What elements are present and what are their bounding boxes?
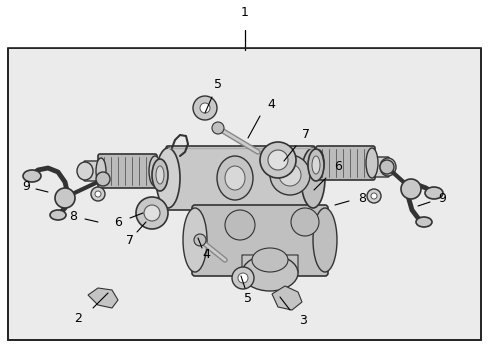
- Bar: [480, 0, 488, 360]
- Ellipse shape: [307, 149, 324, 181]
- Ellipse shape: [370, 193, 376, 199]
- Text: 3: 3: [299, 314, 306, 327]
- Ellipse shape: [224, 166, 244, 190]
- Text: 5: 5: [214, 78, 222, 91]
- Ellipse shape: [269, 155, 309, 195]
- Bar: [8, 48, 480, 340]
- Ellipse shape: [156, 166, 163, 184]
- Ellipse shape: [366, 189, 380, 203]
- Ellipse shape: [415, 217, 431, 227]
- Ellipse shape: [136, 197, 168, 229]
- Text: 5: 5: [244, 292, 251, 305]
- FancyBboxPatch shape: [315, 146, 374, 180]
- Ellipse shape: [242, 255, 297, 291]
- Ellipse shape: [238, 273, 247, 283]
- Text: 9: 9: [22, 180, 30, 194]
- Ellipse shape: [194, 234, 205, 246]
- Ellipse shape: [183, 208, 206, 272]
- Text: 2: 2: [74, 311, 82, 324]
- Ellipse shape: [379, 160, 393, 174]
- Bar: [0, 0, 8, 360]
- Ellipse shape: [91, 187, 105, 201]
- Text: 4: 4: [266, 98, 274, 111]
- Text: 4: 4: [202, 248, 209, 261]
- Ellipse shape: [400, 179, 420, 199]
- FancyBboxPatch shape: [306, 157, 388, 177]
- Ellipse shape: [193, 96, 217, 120]
- Text: 9: 9: [437, 193, 445, 206]
- Text: 8: 8: [357, 192, 365, 204]
- Ellipse shape: [279, 164, 301, 186]
- Bar: [0, 0, 488, 48]
- FancyBboxPatch shape: [192, 205, 327, 276]
- Ellipse shape: [311, 156, 319, 174]
- Polygon shape: [271, 286, 302, 310]
- Ellipse shape: [96, 172, 110, 186]
- Ellipse shape: [313, 150, 324, 176]
- Ellipse shape: [379, 158, 395, 176]
- Ellipse shape: [267, 150, 287, 170]
- Ellipse shape: [365, 148, 377, 178]
- Ellipse shape: [156, 148, 180, 208]
- Ellipse shape: [231, 267, 253, 289]
- Text: 7: 7: [302, 127, 309, 140]
- Ellipse shape: [23, 170, 41, 182]
- Text: 7: 7: [126, 234, 134, 247]
- FancyBboxPatch shape: [84, 161, 174, 181]
- Ellipse shape: [224, 210, 254, 240]
- FancyBboxPatch shape: [98, 154, 157, 188]
- Bar: [0, 340, 488, 360]
- Bar: [8, 48, 480, 340]
- Ellipse shape: [77, 162, 93, 180]
- Ellipse shape: [217, 156, 252, 200]
- Ellipse shape: [152, 159, 168, 191]
- Ellipse shape: [260, 142, 295, 178]
- Ellipse shape: [212, 122, 224, 134]
- Ellipse shape: [301, 148, 325, 208]
- Ellipse shape: [200, 103, 209, 113]
- Polygon shape: [88, 288, 118, 308]
- Ellipse shape: [251, 248, 287, 272]
- Text: 8: 8: [69, 210, 77, 222]
- Ellipse shape: [143, 205, 160, 221]
- Ellipse shape: [290, 208, 318, 236]
- Ellipse shape: [424, 187, 442, 199]
- Ellipse shape: [96, 158, 106, 184]
- Ellipse shape: [95, 191, 101, 197]
- FancyBboxPatch shape: [165, 146, 314, 210]
- Ellipse shape: [312, 208, 336, 272]
- Text: 1: 1: [241, 5, 248, 18]
- Ellipse shape: [149, 156, 161, 186]
- Ellipse shape: [55, 188, 75, 208]
- Bar: [0, 0, 488, 48]
- FancyBboxPatch shape: [242, 255, 297, 273]
- Ellipse shape: [50, 210, 66, 220]
- Text: 6: 6: [333, 159, 341, 172]
- Text: 6: 6: [114, 216, 122, 229]
